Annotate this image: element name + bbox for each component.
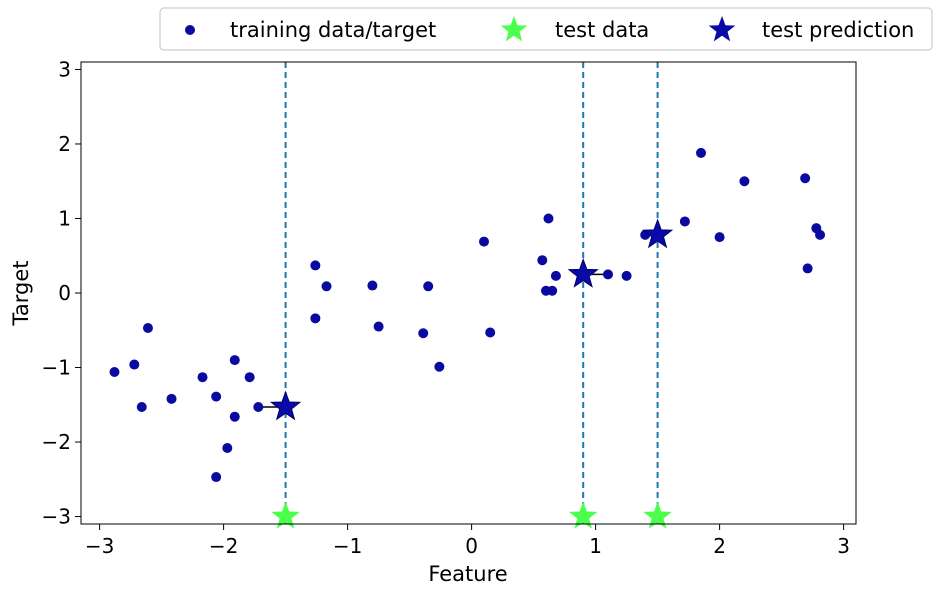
test-point-lines xyxy=(284,62,659,524)
training-point xyxy=(244,372,255,383)
training-point xyxy=(537,255,548,266)
test-data-star xyxy=(568,501,598,529)
training-point xyxy=(543,213,554,224)
plot-frame xyxy=(80,61,857,525)
training-point xyxy=(142,323,153,334)
x-tick-label: −2 xyxy=(209,534,238,558)
y-tick-label: −1 xyxy=(42,356,71,380)
training-point xyxy=(166,393,177,404)
training-point xyxy=(129,359,140,370)
training-point xyxy=(321,281,332,292)
x-axis-title: Feature xyxy=(428,562,507,586)
training-point xyxy=(211,391,222,402)
x-tick-label: 0 xyxy=(465,534,478,558)
training-point xyxy=(310,260,321,271)
legend-label: training data/target xyxy=(230,18,436,42)
y-tick-label: 1 xyxy=(58,206,71,230)
legend-star-marker xyxy=(500,16,528,42)
training-point xyxy=(211,472,222,483)
training-point xyxy=(367,280,378,291)
training-point xyxy=(802,263,813,274)
training-point xyxy=(136,402,147,413)
training-point xyxy=(418,328,429,339)
training-point xyxy=(222,442,233,453)
test-data-star xyxy=(643,501,672,529)
training-point xyxy=(423,281,434,292)
test-data-star xyxy=(271,501,300,529)
x-tick-label: 3 xyxy=(837,534,850,558)
x-tick-label: 2 xyxy=(713,534,726,558)
training-point xyxy=(310,313,321,324)
training-point xyxy=(479,236,489,247)
legend-star-marker xyxy=(708,16,736,42)
training-point xyxy=(229,355,240,366)
training-point xyxy=(800,173,811,184)
legend-label: test data xyxy=(555,18,649,42)
legend-dot-marker xyxy=(185,25,195,35)
training-point xyxy=(197,372,208,383)
test-prediction-star xyxy=(567,257,599,288)
legend: training data/target test data test predic… xyxy=(159,7,933,51)
training-point xyxy=(621,270,632,281)
x-tick-label: −3 xyxy=(85,534,114,558)
y-axis-title: Target xyxy=(9,261,33,327)
y-tick-label: −2 xyxy=(42,430,71,454)
training-point xyxy=(815,229,826,240)
test-prediction-star xyxy=(269,390,302,421)
training-point xyxy=(229,411,240,422)
training-point xyxy=(603,269,613,280)
y-tick-label: 0 xyxy=(58,281,71,305)
x-axis-ticks: −3 −2 −1 0 1 2 3 xyxy=(85,524,850,558)
training-point xyxy=(739,176,750,187)
training-point xyxy=(714,232,725,243)
y-tick-label: −3 xyxy=(42,505,71,529)
x-tick-label: −1 xyxy=(333,534,362,558)
legend-label: test prediction xyxy=(762,18,914,42)
training-point xyxy=(550,270,561,281)
y-tick-label: 3 xyxy=(58,57,71,81)
x-tick-label: 1 xyxy=(589,534,602,558)
training-point xyxy=(109,366,120,377)
legend-frame xyxy=(159,7,933,51)
training-point xyxy=(373,321,384,332)
training-point xyxy=(485,327,496,338)
y-tick-label: 2 xyxy=(58,132,71,156)
training-point xyxy=(434,361,445,372)
markers xyxy=(109,147,826,529)
test-prediction-star xyxy=(641,218,674,249)
training-point xyxy=(679,216,690,227)
y-axis-ticks: −3 −2 −1 0 1 2 3 xyxy=(42,57,81,529)
training-point xyxy=(547,285,558,296)
training-point xyxy=(253,402,264,413)
training-point xyxy=(696,147,706,158)
